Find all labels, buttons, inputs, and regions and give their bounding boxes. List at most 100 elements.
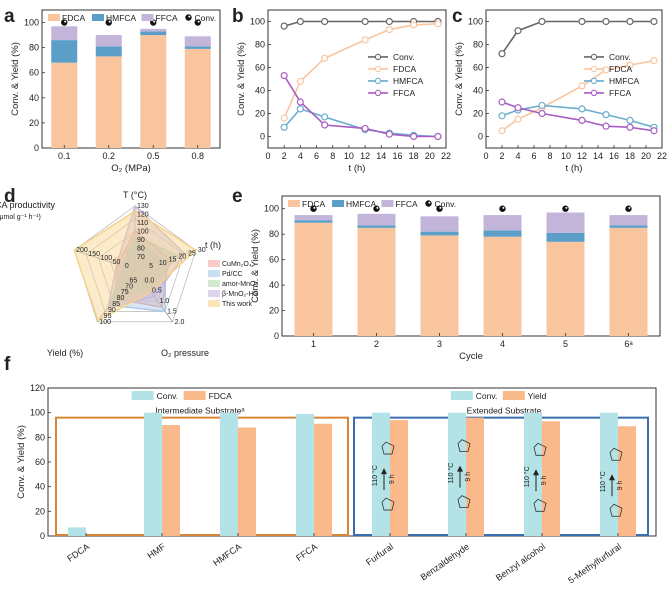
e-conv-point-shine bbox=[502, 206, 505, 209]
radar-axis-tick: 100 bbox=[137, 229, 149, 236]
radar-legend-label: This work bbox=[222, 301, 252, 308]
a-frame bbox=[41, 9, 221, 149]
e-ytick-label: 80 bbox=[269, 229, 279, 239]
c-point-hmfca bbox=[498, 112, 506, 120]
f-bar-conv bbox=[448, 412, 466, 536]
b-xtick-label: 16 bbox=[392, 151, 402, 161]
a-ytick-label: 80 bbox=[29, 43, 39, 53]
f-group-label-right: Extended Substrate bbox=[467, 406, 542, 416]
b-point-conv bbox=[296, 17, 304, 26]
f-ytick-label: 60 bbox=[35, 457, 45, 467]
c-ytick-label: 60 bbox=[473, 63, 483, 73]
b-legend-label: FFCA bbox=[393, 88, 416, 98]
c-point-hmfca bbox=[602, 111, 610, 119]
radar-series-2 bbox=[112, 233, 179, 302]
e-bar-fdca bbox=[609, 227, 648, 336]
radar-axis-tick: 100 bbox=[99, 319, 111, 326]
radar-legend-swatch bbox=[208, 280, 220, 287]
radar-axis-tick: 5 bbox=[149, 263, 153, 270]
svg-text:d: d bbox=[4, 186, 16, 207]
b-ylabel: Conv. & Yield (%) bbox=[236, 42, 247, 116]
c-point-ffca bbox=[650, 127, 658, 135]
c-point-conv bbox=[650, 17, 658, 26]
a-legend-label: Conv. bbox=[195, 13, 217, 23]
panel-c-chart: 0 20 40 60 80 100 Conv. & Yield (%) 0 2 4 6 8 10 12 14… bbox=[454, 9, 667, 174]
radar-legend-label: amor-MnO₂ bbox=[222, 281, 258, 288]
b-ytick-label: 100 bbox=[250, 17, 265, 27]
radar-axis-tick: 25 bbox=[188, 250, 196, 257]
b-point-hmfca bbox=[296, 105, 304, 113]
a-bar-fdca bbox=[184, 48, 211, 148]
radar-axis-tick: 2.0 bbox=[175, 319, 185, 326]
e-legend-label: FFCA bbox=[396, 199, 419, 209]
e-bar-ffca bbox=[483, 215, 522, 231]
c-legend-label: FFCA bbox=[609, 88, 632, 98]
f-ytick-label: 40 bbox=[35, 482, 45, 492]
e-bar-ffca bbox=[546, 212, 585, 233]
a-ytick-label: 20 bbox=[29, 118, 39, 128]
e-conv-point-shine bbox=[565, 206, 568, 209]
a-bar-hmfca bbox=[95, 46, 122, 57]
e-conv-point bbox=[499, 205, 506, 212]
f-bar-conv bbox=[296, 413, 314, 536]
a-bar-hmfca bbox=[184, 46, 211, 49]
c-xtick-label: 20 bbox=[641, 151, 651, 161]
radar-axis-tick: 0.0 bbox=[145, 277, 155, 284]
e-conv-point-shine bbox=[628, 206, 631, 209]
product-ring bbox=[609, 447, 623, 461]
radar-axis-tick: 200 bbox=[76, 247, 88, 254]
radar-axis-tick: 80 bbox=[137, 246, 145, 253]
e-bar-fdca bbox=[420, 235, 459, 336]
e-bar-hmfca bbox=[294, 220, 333, 223]
e-frame bbox=[281, 195, 661, 337]
a-legend-label: FFCA bbox=[156, 13, 179, 23]
b-point-ffca bbox=[321, 121, 329, 129]
f-group-box-right bbox=[353, 416, 649, 536]
c-ytick-label: 80 bbox=[473, 40, 483, 50]
b-xtick-label: 10 bbox=[344, 151, 354, 161]
svg-text:f: f bbox=[4, 354, 11, 375]
f-xtick-label: Benzyl alcohol bbox=[494, 541, 547, 582]
product-ring bbox=[381, 441, 395, 455]
a-legend-swatch bbox=[92, 14, 104, 21]
radar-axis-tick: 95 bbox=[104, 313, 112, 320]
e-ytick-label: 40 bbox=[269, 280, 279, 290]
radar-axis-tick: 20 bbox=[178, 254, 186, 261]
reaction-condition-temp: 110 °C bbox=[599, 471, 607, 492]
b-xtick-label: 2 bbox=[282, 151, 287, 161]
c-legend-marker bbox=[590, 53, 598, 61]
e-legend-swatch bbox=[332, 200, 344, 207]
b-point-hmfca bbox=[321, 113, 329, 121]
b-legend-label: Conv. bbox=[393, 52, 415, 62]
c-xtick-label: 16 bbox=[609, 151, 619, 161]
e-xtick-label: 2 bbox=[374, 339, 379, 349]
f-ytick-label: 80 bbox=[35, 432, 45, 442]
reaction-arrow-head bbox=[381, 468, 387, 475]
radar-axis-tick: 70 bbox=[125, 283, 133, 290]
b-point-conv bbox=[321, 17, 329, 26]
a-ylabel: Conv. & Yield (%) bbox=[10, 42, 21, 116]
radar-spoke bbox=[97, 269, 136, 322]
radar-legend-label: β-MnO₂-HS bbox=[222, 291, 259, 298]
f-bar-conv bbox=[68, 527, 86, 536]
f-xtick-label: FFCA bbox=[294, 541, 319, 563]
a-bar-ffca bbox=[51, 26, 78, 41]
radar-axis-label: FDCA productivity bbox=[0, 200, 56, 210]
radar-legend-swatch bbox=[208, 270, 220, 277]
a-bar-ffca bbox=[95, 35, 122, 47]
b-xlabel: t (h) bbox=[349, 163, 366, 174]
f-xtick-label: FDCA bbox=[65, 541, 91, 563]
radar-axis-tick: 10 bbox=[159, 260, 167, 267]
c-xtick-label: 22 bbox=[657, 151, 667, 161]
f-bar-conv bbox=[372, 412, 390, 536]
c-point-ffca bbox=[626, 123, 634, 131]
a-legend-swatch bbox=[141, 14, 154, 21]
f-legend-right-swatch-yield bbox=[502, 391, 525, 400]
e-bar-hmfca bbox=[483, 230, 522, 237]
panel-letters: a b c d e f bbox=[4, 6, 463, 375]
e-conv-point-shine bbox=[376, 206, 379, 209]
a-xtick-label: 0.2 bbox=[102, 151, 115, 161]
f-bar-conv bbox=[220, 412, 238, 536]
e-ytick-label: 20 bbox=[269, 306, 279, 316]
e-bar-ffca bbox=[609, 215, 648, 226]
